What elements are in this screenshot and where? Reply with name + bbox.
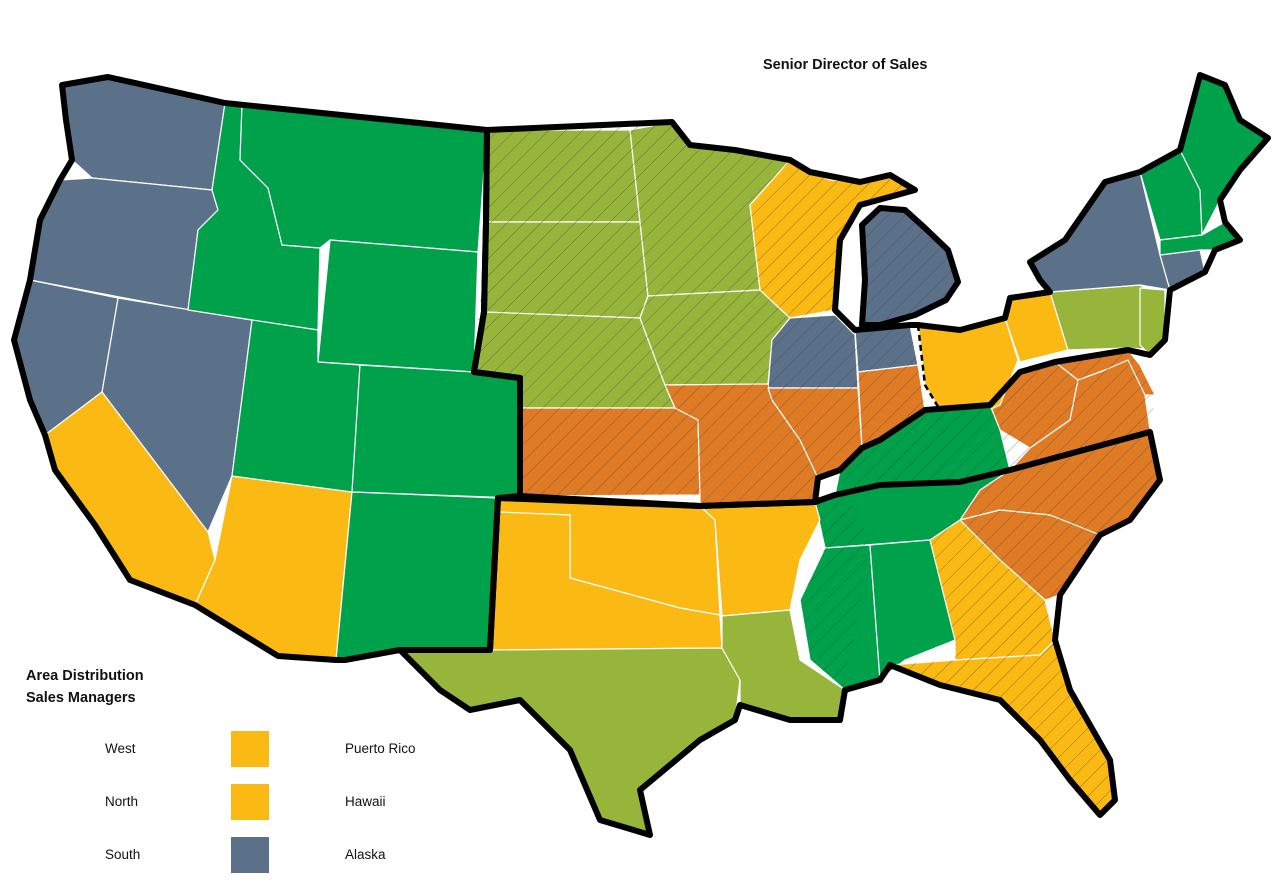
- legend-label-south: South: [105, 847, 141, 862]
- legend-label-west: West: [105, 741, 136, 756]
- legend-label-north: North: [105, 794, 139, 809]
- overlay-hatch-southcentral: [800, 405, 1010, 690]
- legend-swatch-south: [231, 837, 269, 873]
- legend-extra-south: Alaska: [345, 847, 386, 862]
- legend-title: Area Distribution Sales Managers: [26, 665, 144, 709]
- overlay-hatch-michigan: [862, 208, 958, 325]
- legend-row-west: West Puerto Rico: [0, 731, 460, 767]
- state-colorado: [351, 364, 521, 499]
- overlay-hatch-central: [520, 365, 925, 506]
- legend-row-north: North Hawaii: [0, 784, 460, 820]
- state-wyoming: [317, 239, 479, 373]
- legend-row-south: South Alaska: [0, 837, 460, 873]
- region-outline-michigan: [859, 205, 961, 328]
- region-outline-south: [397, 429, 1163, 838]
- map-title: Senior Director of Sales: [763, 57, 928, 73]
- state-arkansas: [699, 501, 821, 617]
- legend-title-line2: Sales Managers: [26, 690, 136, 706]
- overlay-hatch-east: [960, 350, 1160, 600]
- region-outline-north: [471, 72, 1271, 509]
- legend-extra-west: Puerto Rico: [345, 741, 416, 756]
- state-alabama: [869, 539, 956, 681]
- legend-swatch-west: [231, 731, 269, 767]
- legend-extra-north: Hawaii: [345, 794, 386, 809]
- state-washington: [61, 76, 226, 191]
- overlay-hatch-midwest: [768, 315, 918, 388]
- region-divider-midwest: [916, 324, 942, 411]
- legend-title-line1: Area Distribution: [26, 668, 144, 684]
- legend-swatch-north: [231, 784, 269, 820]
- overlay-hatch-north: [474, 122, 790, 408]
- overlay-hatch-southeast: [890, 520, 1115, 815]
- state-new-mexico: [335, 491, 499, 661]
